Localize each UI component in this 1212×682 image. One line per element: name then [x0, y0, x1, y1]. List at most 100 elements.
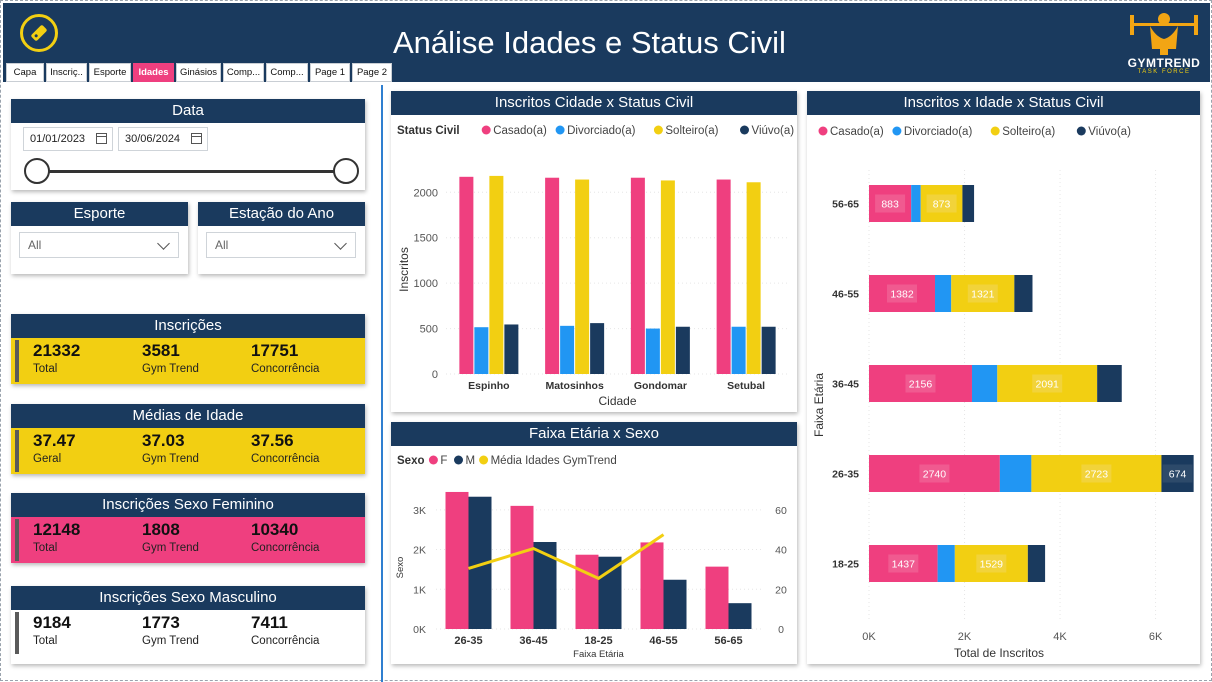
kpi-value: 37.03	[142, 431, 185, 450]
bar	[716, 179, 731, 374]
data-label-bg	[926, 194, 957, 213]
bar	[761, 326, 776, 374]
bar-segment	[1027, 545, 1046, 582]
legend-title: Status Civil	[397, 125, 460, 137]
kpi-card: Inscrições Sexo Feminino 12148 Total 1808 Gy…	[11, 493, 365, 563]
legend-marker	[653, 125, 663, 135]
data-label-bg	[976, 554, 1007, 573]
kpi-card: Inscrições Sexo Masculino 9184 Total 1773 Gy…	[11, 586, 365, 664]
data-label-bg	[888, 554, 919, 573]
date-slider-track[interactable]	[37, 170, 347, 173]
tab-page-1[interactable]: Page 1	[310, 63, 350, 82]
chevron-down-icon[interactable]	[157, 237, 170, 250]
legend-entry: F	[440, 455, 447, 467]
y-tick-label: 2K	[413, 545, 426, 557]
esporte-filter-title: Esporte	[11, 202, 188, 226]
kpi-card-title: Médias de Idade	[11, 404, 365, 428]
kpi-label: Gym Trend	[142, 635, 199, 647]
tab-comp[interactable]: Comp...	[266, 63, 308, 82]
bar	[746, 182, 761, 374]
legend-entry: Solteiro(a)	[1002, 126, 1055, 138]
bar-segment	[971, 365, 998, 402]
bar	[728, 603, 752, 629]
chevron-down-icon[interactable]	[334, 237, 347, 250]
tab-inscri[interactable]: Inscriç..	[46, 63, 87, 82]
bar	[504, 324, 519, 374]
tab-capa[interactable]: Capa	[6, 63, 44, 82]
bar	[663, 579, 687, 629]
tab-page-2[interactable]: Page 2	[352, 63, 392, 82]
y-tick-label: 1500	[414, 233, 438, 245]
data-label-bg	[905, 374, 936, 393]
estacao-filter-title: Estação do Ano	[198, 202, 365, 226]
kpi-accent-bar	[15, 430, 19, 472]
data-label-bg	[1162, 464, 1193, 483]
kpi-value: 10340	[251, 520, 299, 539]
y2-tick-label: 20	[775, 584, 787, 596]
y-axis-label: Inscritos	[397, 247, 411, 292]
end-date-input[interactable]: 30/06/2024	[118, 127, 208, 151]
age-status-chart-title: Inscritos x Idade x Status Civil	[807, 91, 1200, 115]
bar-segment	[911, 185, 921, 222]
x-tick-label: Setubal	[727, 380, 765, 392]
tab-esporte[interactable]: Esporte	[89, 63, 131, 82]
kpi-value: 1808	[142, 520, 180, 539]
data-label-bg	[1081, 464, 1112, 483]
kpi-label: Total	[33, 542, 58, 554]
kpi-label: Gym Trend	[142, 542, 199, 554]
x-axis-label: Total de Inscritos	[954, 646, 1044, 660]
calendar-icon[interactable]	[191, 133, 202, 144]
legend-marker	[479, 455, 489, 465]
x-tick-label: 6K	[1149, 631, 1163, 643]
legend-marker	[454, 455, 463, 465]
x-axis-label: Cidade	[598, 394, 636, 408]
y-tick-label: 0	[432, 369, 438, 381]
kpi-label: Concorrência	[251, 542, 320, 554]
legend-marker	[481, 125, 491, 135]
legend-entry: Casado(a)	[830, 126, 884, 138]
city-status-chart-card: Inscritos Cidade x Status Civil Status C…	[391, 91, 797, 412]
bar-segment	[962, 185, 975, 222]
esporte-dropdown[interactable]: All	[19, 232, 179, 258]
kpi-value: 7411	[251, 613, 288, 632]
legend-entry: Divorciado(a)	[567, 125, 636, 137]
legend-marker	[428, 455, 438, 465]
legend-entry: Média Idades GymTrend	[491, 455, 617, 467]
kpi-label: Concorrência	[251, 363, 320, 375]
tab-idades[interactable]: Idades	[133, 63, 174, 82]
data-label: 674	[1169, 469, 1187, 481]
bar-segment	[999, 455, 1032, 492]
date-filter-card: Data 01/01/2023 30/06/2024	[11, 99, 365, 190]
x-tick-label: Gondomar	[634, 380, 687, 392]
kpi-value: 37.47	[33, 431, 76, 450]
bar-segment	[935, 275, 952, 312]
brand-subtitle: TASK FORCE	[1137, 69, 1191, 75]
data-label: 1382	[890, 289, 914, 301]
estacao-dropdown[interactable]: All	[206, 232, 356, 258]
calendar-icon[interactable]	[96, 133, 107, 144]
end-date-value: 30/06/2024	[125, 133, 181, 145]
estacao-dropdown-value: All	[215, 238, 229, 252]
y-tick-label: 3K	[413, 505, 426, 517]
y-tick-label: 0K	[413, 624, 426, 636]
kpi-accent-bar	[15, 612, 19, 654]
legend-entry: Viúvo(a)	[752, 125, 795, 137]
kpi-card-title: Inscrições	[11, 314, 365, 338]
data-label: 873	[933, 199, 951, 211]
estacao-filter-card: Estação do Ano All	[198, 202, 365, 274]
bar	[675, 326, 690, 374]
tab-gin-sios[interactable]: Ginásios	[176, 63, 221, 82]
kpi-label: Gym Trend	[142, 363, 199, 375]
bar	[640, 542, 664, 629]
date-slider-end-handle[interactable]	[333, 158, 359, 184]
y-tick-label: 1000	[414, 278, 438, 290]
data-label-bg	[875, 194, 906, 213]
legend-marker	[555, 125, 565, 135]
legend-marker	[892, 126, 902, 136]
start-date-input[interactable]: 01/01/2023	[23, 127, 113, 151]
legend-entry: Casado(a)	[493, 125, 547, 137]
date-slider-start-handle[interactable]	[24, 158, 50, 184]
y-axis-label: Sexo	[395, 557, 406, 579]
tab-comp[interactable]: Comp...	[223, 63, 264, 82]
kpi-card-title: Inscrições Sexo Feminino	[11, 493, 365, 517]
